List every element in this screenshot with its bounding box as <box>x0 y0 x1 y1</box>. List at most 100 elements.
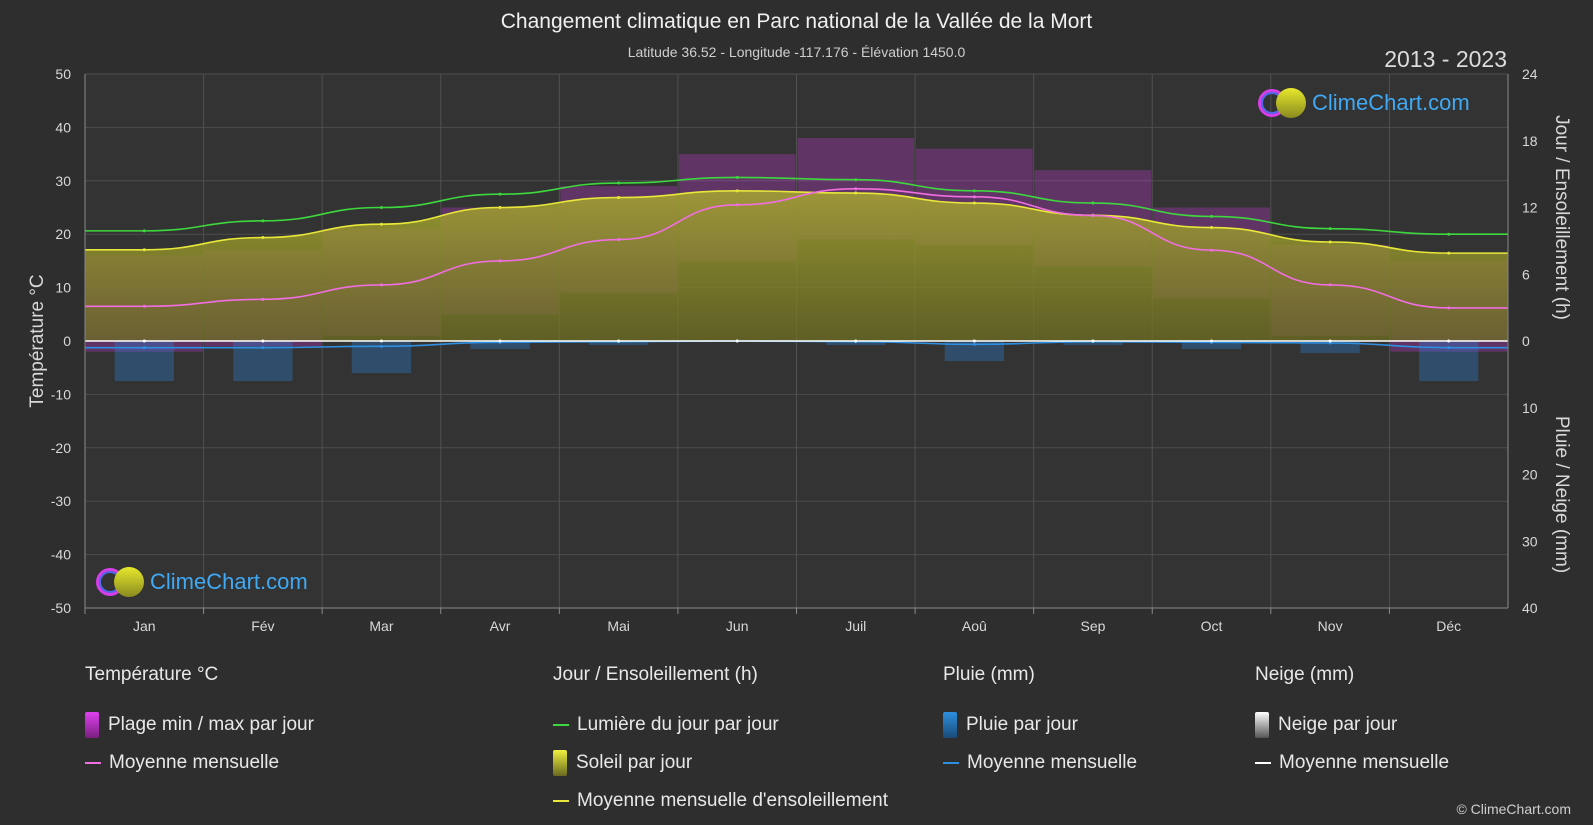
snow-mean-line-point <box>735 339 739 343</box>
sunshine-mean-line-point <box>1328 240 1332 244</box>
y-tick-label: 50 <box>55 66 71 82</box>
snow-mean-line-point <box>498 339 502 343</box>
temperature-mean-line-point <box>261 297 265 301</box>
y-tick-label: -30 <box>51 493 71 509</box>
legend-title: Pluie (mm) <box>943 664 1035 685</box>
temp-mean-swatch <box>85 762 101 764</box>
brand-logo-top[interactable]: ClimeChart.com <box>1258 86 1470 120</box>
sunshine-mean-swatch <box>553 800 569 802</box>
temperature-mean-line-point <box>735 203 739 207</box>
y2-tick-label: 6 <box>1522 266 1530 282</box>
sunshine-mean-line-point <box>142 248 146 252</box>
sunshine-mean-line-point <box>854 191 858 195</box>
daylight-line-point <box>1447 232 1451 236</box>
x-tick-label: Sep <box>1080 618 1105 634</box>
legend-label: Moyenne mensuelle <box>1279 752 1450 773</box>
brand-name: ClimeChart.com <box>150 569 308 594</box>
daylight-line-point <box>1210 214 1214 218</box>
legend-label: Moyenne mensuelle <box>109 752 280 773</box>
legend-rain: Pluie (mm) Pluie par jour Moyenne mensue… <box>943 664 1137 782</box>
x-tick-label: Mar <box>369 618 393 634</box>
rain-bar <box>1181 341 1242 350</box>
sunshine-area <box>85 190 1508 341</box>
climechart-logo-icon <box>96 565 146 599</box>
y3-tick-label: 40 <box>1522 600 1538 616</box>
legend-label: Neige par jour <box>1278 714 1398 735</box>
daylight-line-point <box>1091 201 1095 205</box>
legend-item: Soleil par jour <box>553 744 888 782</box>
temperature-mean-line-point <box>1447 306 1451 310</box>
legend-label: Pluie par jour <box>966 714 1078 735</box>
legend-label: Moyenne mensuelle d'ensoleillement <box>577 790 888 811</box>
y2-tick-label: 24 <box>1522 66 1538 82</box>
x-tick-label: Juil <box>845 618 866 634</box>
legend-item: Plage min / max par jour <box>85 706 314 744</box>
chart-subtitle: Latitude 36.52 - Longitude -117.176 - Él… <box>627 44 966 60</box>
x-tick-label: Avr <box>490 618 511 634</box>
legend-item: Neige par jour <box>1255 706 1449 744</box>
rain-mean-line-point <box>1447 346 1451 350</box>
snow-mean-line-point <box>379 339 383 343</box>
y-tick-label: -20 <box>51 440 71 456</box>
brand-logo-bottom[interactable]: ClimeChart.com <box>96 565 308 599</box>
y-tick-label: -10 <box>51 386 71 402</box>
sunshine-swatch <box>553 750 567 776</box>
legend-label: Moyenne mensuelle <box>967 752 1138 773</box>
y3-tick-label: 20 <box>1522 467 1538 483</box>
x-tick-label: Oct <box>1201 618 1223 634</box>
y-tick-label: 30 <box>55 173 71 189</box>
legend-item: Moyenne mensuelle d'ensoleillement <box>553 782 888 820</box>
temperature-mean-line-point <box>498 259 502 263</box>
snow-mean-line-point <box>261 339 265 343</box>
daylight-line-point <box>735 175 739 179</box>
daylight-line <box>84 176 1508 235</box>
temperature-mean-line-point <box>617 238 621 242</box>
y2-tick-label: 18 <box>1522 133 1538 149</box>
rain-mean-line-point <box>142 346 146 350</box>
sunshine-mean-line-point <box>1210 226 1214 230</box>
snow-mean-line-point <box>617 339 621 343</box>
sunshine-mean-line-point <box>1447 251 1451 255</box>
legend-snow: Neige (mm) Neige par jour Moyenne mensue… <box>1255 664 1449 782</box>
rain-bar <box>470 341 530 350</box>
snow-mean-line-point <box>972 339 976 343</box>
sunshine-mean-line-point <box>972 201 976 205</box>
y2-tick-label: 12 <box>1522 200 1538 216</box>
rain-mean-line-point <box>972 342 976 346</box>
y-tick-label: -50 <box>51 600 71 616</box>
legend-sun: Jour / Ensoleillement (h) Lumière du jou… <box>553 664 888 820</box>
legend-item: Pluie par jour <box>943 706 1137 744</box>
y2-tick-label: 0 <box>1522 333 1530 349</box>
x-tick-label: Fév <box>251 618 274 634</box>
snow-mean-line-point <box>142 339 146 343</box>
legend-title: Température °C <box>85 664 219 685</box>
daylight-line-point <box>379 206 383 209</box>
legend-label: Lumière du jour par jour <box>577 714 779 735</box>
rain-swatch <box>943 712 957 738</box>
y3-axis-title: Pluie / Neige (mm) <box>1551 416 1572 573</box>
snow-mean-line-point <box>854 339 858 343</box>
sunshine-mean-line-point <box>379 222 383 226</box>
legend-temperature: Température °C Plage min / max par jour … <box>85 664 314 782</box>
daylight-swatch <box>553 724 569 726</box>
series-lines <box>84 175 1508 350</box>
temperature-mean-line <box>85 188 1508 309</box>
sunshine-mean-line-point <box>735 189 739 193</box>
rain-bar <box>1300 341 1360 354</box>
sunshine-area-fill <box>85 190 1508 341</box>
daylight-line-point <box>142 229 146 233</box>
x-tick-label: Jan <box>133 618 156 634</box>
y-tick-label: 10 <box>55 280 71 296</box>
sunshine-mean-line-point <box>617 195 621 199</box>
y-axis-title: Température °C <box>27 274 48 407</box>
snow-mean-line-point <box>1328 339 1332 343</box>
snow-mean-swatch <box>1255 762 1271 764</box>
temperature-mean-line-point <box>972 195 976 199</box>
chart-title: Changement climatique en Parc national d… <box>500 10 1093 33</box>
temperature-mean-line-point <box>142 304 146 308</box>
x-tick-label: Aoû <box>962 618 987 634</box>
rain-bar <box>944 341 1005 362</box>
daylight-line-point <box>854 178 858 182</box>
daylight-line-point <box>972 189 976 193</box>
climate-chart: 50 40 30 20 10 0 -10 -20 -30 -40 -50 24 18 12 6 0 10 20 30… <box>27 66 1572 634</box>
